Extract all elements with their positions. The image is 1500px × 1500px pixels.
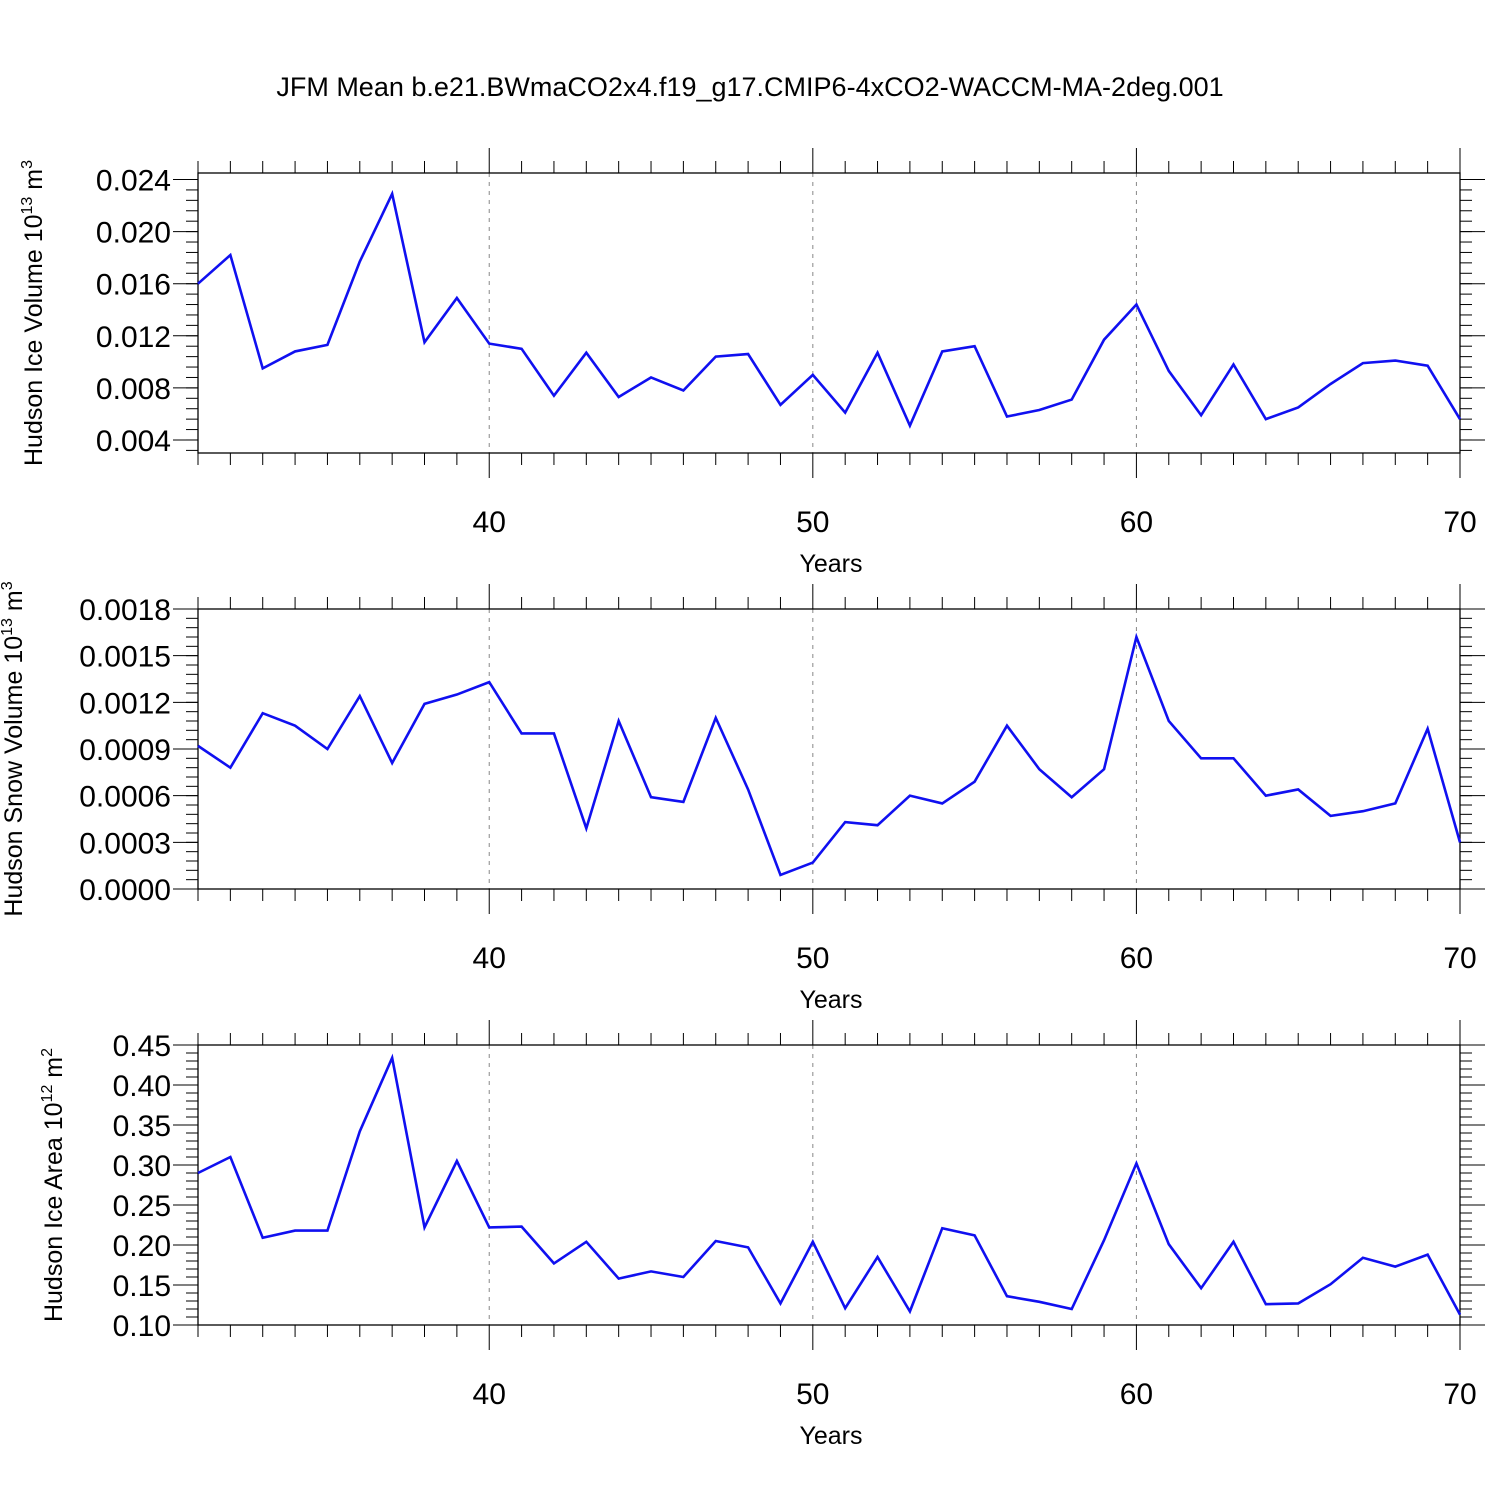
y-tick-label: 0.0015: [79, 641, 171, 674]
y-tick-label: 0.004: [96, 425, 171, 458]
y-tick-label: 0.25: [113, 1190, 171, 1223]
series-line: [197, 1053, 1462, 1316]
y-tick-label: 0.30: [113, 1150, 171, 1183]
chart-panel-1: 40 50 60 70 0.004 0.008 0.012 0.016 0.020 0.024 Hu…: [19, 148, 1485, 578]
y-tick-label: 0.15: [113, 1270, 171, 1303]
series-line: [197, 632, 1462, 877]
y-axis-label: Hudson Ice Volume 1013 m3: [19, 160, 48, 466]
y-tick-label: 0.008: [96, 373, 171, 406]
y-tick-label: 0.0018: [79, 594, 171, 627]
y-tick-label: 0.0009: [79, 734, 171, 767]
y-tick-label: 0.0006: [79, 781, 171, 814]
x-tick-label: 50: [796, 1378, 829, 1411]
chart-panel-3: 40 50 60 70 0.10 0.15 0.20 0.25 0.30 0.35 0.40 0.45…: [39, 1020, 1485, 1450]
x-tick-label: 70: [1443, 1378, 1476, 1411]
y-tick-label: 0.024: [96, 165, 171, 198]
x-tick-label: 60: [1120, 942, 1153, 975]
plot-frame: [197, 1044, 1461, 1326]
y-tick-label: 0.012: [96, 321, 171, 354]
x-tick-label: 60: [1120, 506, 1153, 539]
plot-frame: [197, 608, 1461, 890]
y-tick-label: 0.0003: [79, 827, 171, 860]
chart-panel-2: 40 50 60 70 0.0000 0.0003 0.0006 0.0009 0.0012 0.…: [0, 581, 1485, 1014]
y-axis-label: Hudson Snow Volume 1013 m3: [0, 581, 28, 916]
y-tick-label: 0.0012: [79, 687, 171, 720]
series-line: [197, 189, 1462, 429]
y-tick-label: 0.35: [113, 1110, 171, 1143]
x-tick-label: 40: [473, 942, 506, 975]
x-tick-label: 40: [473, 506, 506, 539]
y-tick-label: 0.020: [96, 217, 171, 250]
x-tick-label: 60: [1120, 1378, 1153, 1411]
y-axis-label: Hudson Ice Area 1012 m2: [39, 1048, 68, 1322]
x-tick-label: 50: [796, 506, 829, 539]
x-tick-label: 40: [473, 1378, 506, 1411]
plot-frame: [197, 172, 1461, 454]
figure-title: JFM Mean b.e21.BWmaCO2x4.f19_g17.CMIP6-4…: [276, 72, 1224, 102]
y-tick-label: 0.40: [113, 1070, 171, 1103]
y-tick-label: 0.10: [113, 1310, 171, 1343]
x-axis-label: Years: [799, 550, 862, 578]
y-tick-label: 0.0000: [79, 874, 171, 907]
x-tick-label: 50: [796, 942, 829, 975]
y-tick-label: 0.016: [96, 269, 171, 302]
x-tick-label: 70: [1443, 942, 1476, 975]
x-tick-label: 70: [1443, 506, 1476, 539]
y-tick-label: 0.20: [113, 1230, 171, 1263]
x-axis-label: Years: [799, 986, 862, 1014]
x-axis-label: Years: [799, 1422, 862, 1450]
y-tick-label: 0.45: [113, 1030, 171, 1063]
